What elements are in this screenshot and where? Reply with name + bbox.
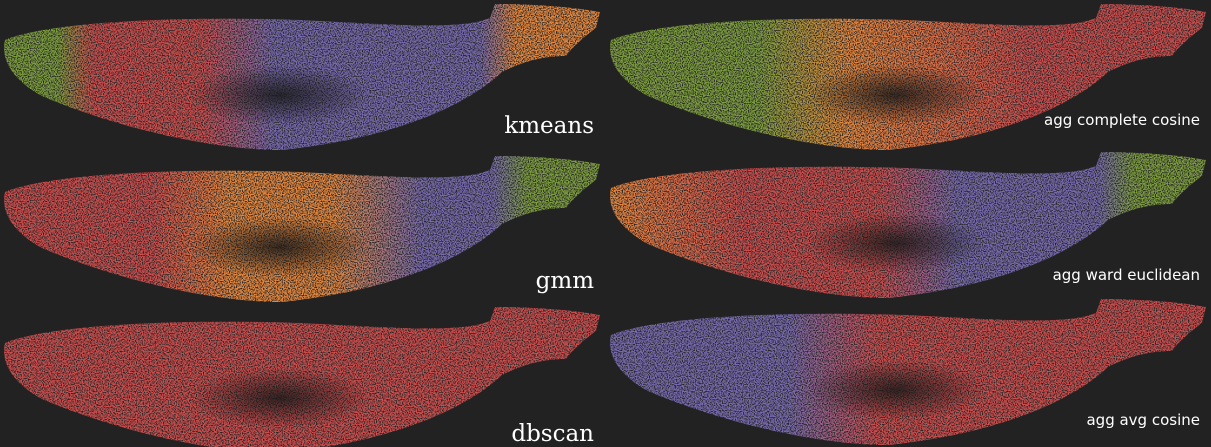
panel-label: agg complete cosine: [1044, 111, 1200, 129]
density-hole: [806, 360, 986, 420]
panel-label: dbscan: [511, 421, 594, 447]
panel: [610, 4, 1206, 150]
panel: [610, 152, 1206, 298]
density-hole: [190, 65, 370, 125]
panel: [610, 299, 1206, 445]
panel-label: agg ward euclidean: [1053, 266, 1200, 284]
panel-label: kmeans: [504, 113, 594, 139]
density-hole: [190, 217, 370, 277]
panel: [4, 156, 601, 302]
density-hole: [190, 368, 370, 428]
panel: [4, 307, 601, 447]
density-hole: [806, 213, 986, 273]
density-hole: [806, 65, 986, 125]
panel: [4, 4, 601, 150]
panel-label: gmm: [536, 268, 595, 294]
panel-label: agg avg cosine: [1086, 411, 1200, 429]
